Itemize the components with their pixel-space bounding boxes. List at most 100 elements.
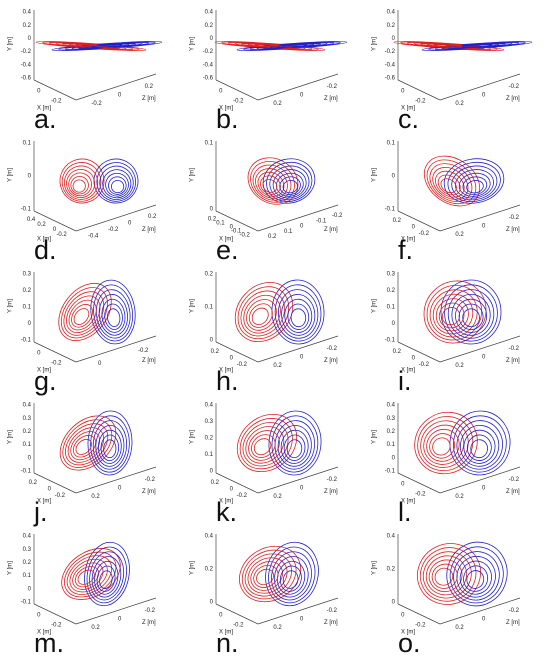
y-tick-label: 0.3 — [205, 419, 214, 425]
x-tick-label: 0 — [37, 89, 41, 95]
trajectory-curve — [274, 284, 322, 342]
x-tick-label: 0.2 — [37, 222, 46, 228]
z-tick-label: -0.2 — [509, 608, 520, 614]
trajectory-curve — [66, 169, 96, 198]
x-tick-label: 0.2 — [211, 349, 220, 355]
z-tick-label: 0.2 — [273, 494, 282, 500]
x-axis-title: X [m] — [37, 630, 51, 636]
x-axis-title: X [m] — [219, 368, 233, 374]
y-axis-title: Y [m] — [372, 37, 378, 51]
trajectory-curve — [256, 568, 275, 586]
z-tick-label: 0.2 — [455, 363, 464, 369]
y-axis-title: Y [m] — [190, 168, 196, 182]
z-tick-label: -0.2 — [509, 346, 520, 352]
trajectory-curve — [440, 279, 502, 345]
panel-label: c. — [398, 104, 419, 134]
z-tick-label: 0.2 — [455, 625, 464, 631]
trajectory-curve — [73, 308, 90, 325]
trajectory-curve — [236, 413, 298, 473]
z-axis-title: Z [m] — [142, 358, 156, 364]
panel-label: i. — [398, 366, 412, 396]
z-axis-title: Z [m] — [506, 489, 520, 495]
trajectory-curve — [96, 162, 137, 202]
x-axis-line — [397, 341, 441, 363]
y-axis-title: Y [m] — [372, 299, 378, 313]
z-axis-title: Z [m] — [324, 489, 338, 495]
trajectory-curve — [281, 294, 316, 336]
x-axis-title: X [m] — [401, 630, 415, 636]
trajectory-curve — [253, 564, 279, 588]
trajectory-curve — [435, 298, 469, 332]
y-tick-label: 0.2 — [23, 429, 32, 435]
z-tick-label: -0.2 — [509, 215, 520, 221]
trajectory-curve — [425, 555, 468, 596]
y-tick-label: 0.3 — [387, 416, 396, 422]
trajectory-curve — [463, 565, 489, 592]
x-axis-line — [215, 79, 259, 101]
trajectory-curve — [444, 284, 498, 342]
trajectory-curve — [102, 169, 132, 199]
panel: 0.40.30.20.10-0.1Y [m]0.20-0.2X [m]0.20-… — [8, 403, 157, 527]
x-tick-label: 0 — [230, 225, 234, 231]
x-tick-label: -0.2 — [51, 623, 62, 629]
y-tick-label: 0.2 — [205, 436, 214, 442]
panel-label: l. — [398, 497, 412, 527]
x-axis-line — [215, 603, 259, 625]
trajectory-curve — [93, 284, 134, 342]
x-tick-label: 0.4 — [27, 217, 36, 223]
trajectory-curve — [91, 556, 122, 598]
y-tick-label: -0.1 — [21, 600, 32, 606]
panel: 0.10Y [m]0.20.10-0.1-0.2X [m] 0.20.10-0.1… — [190, 141, 343, 265]
trajectory-curve — [262, 178, 278, 193]
z-tick-label: 0 — [300, 224, 304, 230]
y-tick-label: -0.2 — [203, 49, 214, 55]
trajectory-curve — [239, 418, 293, 470]
z-tick-label: 0 — [128, 220, 132, 226]
x-tick-label: 0 — [401, 89, 405, 95]
z-axis-line — [75, 204, 157, 232]
y-axis-title: Y [m] — [8, 168, 14, 182]
trajectory-curve — [94, 560, 119, 595]
z-tick-label: -0.2 — [108, 227, 119, 233]
trajectory-curve — [463, 429, 496, 464]
panel-label: k. — [216, 497, 237, 527]
panel: 0.30.20.10-0.1Y [m]0.20-0.2X [m]0.20-0.2… — [372, 272, 521, 396]
z-tick-label: -0.2 — [138, 348, 149, 354]
y-tick-label: 0.1 — [23, 141, 32, 147]
y-tick-label: 0 — [28, 174, 32, 180]
trajectory-curve — [466, 434, 492, 461]
x-axis-line — [215, 341, 259, 363]
trajectory-curve — [414, 411, 478, 475]
trajectory-curve — [245, 426, 285, 464]
trajectory-curve — [280, 429, 309, 464]
panel-label: m. — [34, 628, 64, 656]
x-axis-title: X [m] — [219, 106, 233, 112]
x-tick-label: -0.2 — [51, 361, 62, 367]
trajectory-curve — [437, 174, 461, 196]
y-tick-label: 0 — [28, 36, 32, 42]
trajectory-curve — [423, 155, 481, 207]
z-tick-label: 0.2 — [148, 214, 157, 220]
trajectory-curve — [462, 308, 480, 328]
trajectory-curve — [59, 158, 105, 204]
z-tick-label: -0.2 — [332, 213, 343, 219]
z-tick-label: -0.2 — [327, 346, 338, 352]
z-tick-label: 0 — [482, 486, 486, 492]
z-tick-label: -0.2 — [509, 84, 520, 90]
y-tick-label: 0.1 — [23, 573, 32, 579]
y-tick-label: 0.2 — [387, 288, 396, 294]
y-tick-label: -0.1 — [21, 338, 32, 344]
x-tick-label: 0 — [412, 225, 416, 231]
y-tick-label: 0 — [392, 455, 396, 461]
trajectory-curve — [241, 549, 297, 600]
z-tick-label: 0 — [482, 617, 486, 623]
panel: 0.10-0.1Y [m]0.20-0.2X [m]0.20-0.2Z [m]f… — [372, 141, 521, 265]
y-axis-title: Y [m] — [372, 430, 378, 444]
trajectory-curve — [74, 566, 100, 588]
trajectory-curve — [63, 291, 105, 336]
trajectory-curve — [104, 303, 123, 330]
x-axis-line — [215, 210, 259, 232]
trajectory-curve — [66, 295, 101, 333]
trajectory-curve — [68, 299, 97, 331]
